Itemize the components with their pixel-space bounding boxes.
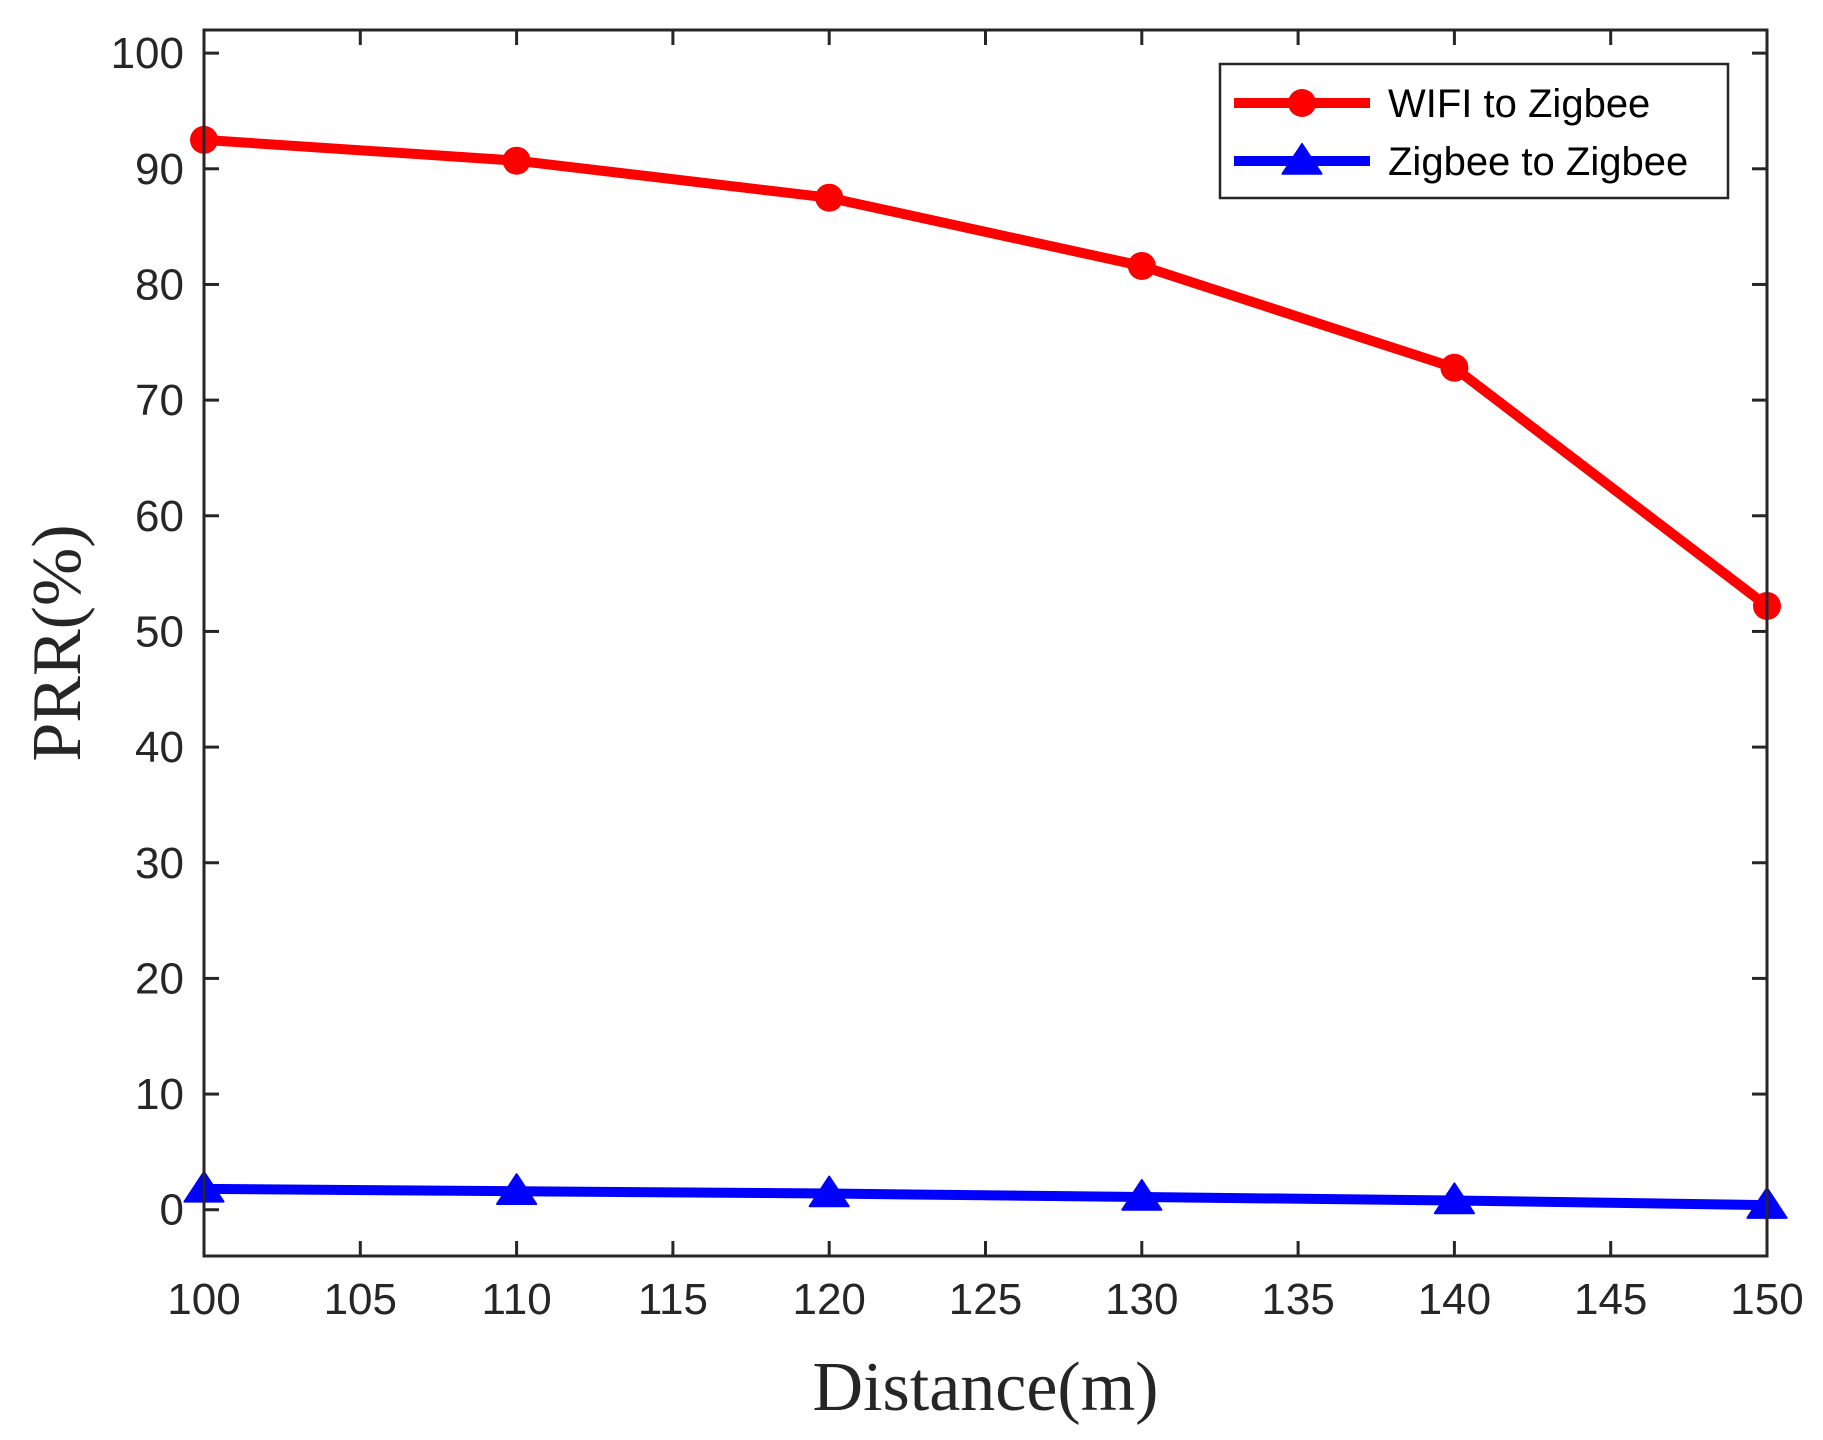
x-tick-label: 135 — [1261, 1275, 1334, 1324]
legend-box — [1218, 62, 1730, 200]
y-tick-label: 50 — [135, 607, 184, 656]
x-tick-label: 130 — [1105, 1275, 1178, 1324]
y-tick-label: 60 — [135, 492, 184, 541]
legend-swatch-marker — [1281, 143, 1323, 175]
y-tick-label: 0 — [160, 1186, 184, 1235]
data-point — [815, 183, 844, 212]
y-axis-title: PRR(%) — [19, 524, 96, 761]
legend-label: Zigbee to Zigbee — [1388, 140, 1688, 184]
x-tick-label: 105 — [324, 1275, 397, 1324]
y-tick-label: 30 — [135, 839, 184, 888]
data-point — [502, 146, 531, 175]
legend: WIFI to Zigbee Zigbee to Zigbee — [1218, 62, 1730, 200]
legend-swatch-marker — [1288, 89, 1316, 117]
series-line — [203, 1183, 1768, 1211]
x-tick-label: 140 — [1418, 1275, 1491, 1324]
x-tick-label: 120 — [792, 1275, 865, 1324]
data-series — [183, 125, 1788, 1219]
series-line — [203, 134, 1771, 610]
x-tick-label: 150 — [1730, 1275, 1803, 1324]
x-axis-title: Distance(m) — [813, 1349, 1159, 1426]
x-tick-label: 145 — [1574, 1275, 1647, 1324]
y-tick-label: 10 — [135, 1070, 184, 1119]
x-tick-label: 125 — [949, 1275, 1022, 1324]
legend-label: WIFI to Zigbee — [1388, 82, 1650, 126]
y-tick-label: 90 — [135, 145, 184, 194]
x-tick-label: 110 — [482, 1275, 552, 1324]
y-tick-label: 20 — [135, 954, 184, 1003]
data-point — [808, 1175, 850, 1208]
data-point — [496, 1173, 538, 1205]
data-point — [1440, 353, 1469, 382]
series-zigbee-to-zigbee — [183, 1170, 1788, 1219]
y-tick-label: 40 — [135, 723, 184, 772]
data-point — [1127, 251, 1156, 280]
x-tick-label: 100 — [167, 1275, 240, 1324]
data-point — [1121, 1179, 1163, 1211]
axis-ticks: 100 105 110 115 120 125 130 135 140 145 150 0 10 20 30… — [111, 29, 1804, 1324]
y-tick-label: 80 — [135, 260, 184, 309]
y-tick-label: 70 — [135, 376, 184, 425]
data-point — [1433, 1182, 1475, 1215]
y-tick-label: 100 — [111, 29, 184, 78]
x-tick-label: 115 — [638, 1275, 708, 1324]
plot-frame — [202, 28, 1769, 1258]
